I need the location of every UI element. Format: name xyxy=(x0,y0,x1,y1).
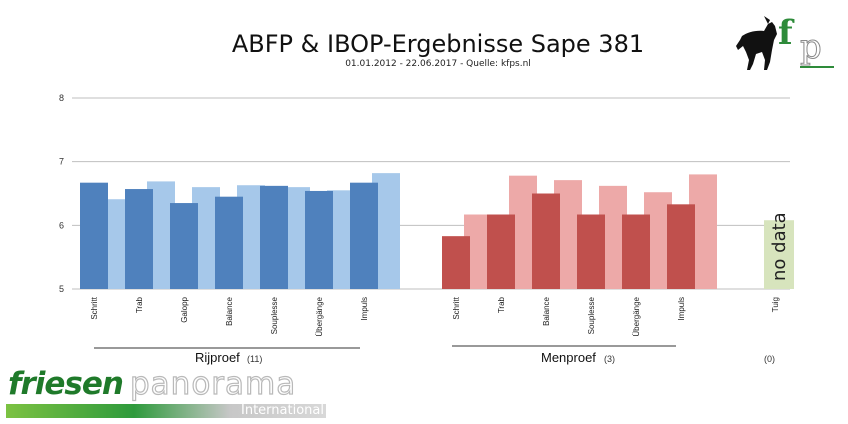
logo-word-friesen: friesen xyxy=(8,366,124,402)
svg-text:f: f xyxy=(778,13,795,53)
category-label: Übergänge xyxy=(632,296,641,336)
friesenpanorama-logo: friesen panorama International xyxy=(6,365,336,420)
bar xyxy=(80,182,108,289)
category-label: Trab xyxy=(135,296,144,313)
chart-subtitle: 01.01.2012 - 22.06.2017 - Quelle: kfps.n… xyxy=(345,59,531,69)
svg-text:p: p xyxy=(800,27,822,67)
category-label: Schritt xyxy=(452,296,461,319)
y-tick-label: 7 xyxy=(59,157,64,167)
bar xyxy=(442,236,470,289)
y-tick-label: 6 xyxy=(59,220,64,230)
category-label: Impuls xyxy=(360,297,369,321)
logo-word-international: International xyxy=(241,403,324,418)
category-label: Übergänge xyxy=(315,296,324,336)
category-label: Balance xyxy=(225,296,234,325)
bar xyxy=(667,204,695,289)
logo-word-panorama: panorama xyxy=(129,365,297,402)
bar xyxy=(577,214,605,289)
category-label: Souplesse xyxy=(587,296,596,334)
bar xyxy=(487,214,515,289)
category-label: Trab xyxy=(497,296,506,313)
logo-bar xyxy=(6,404,326,418)
group-label-rijproef: Rijproef xyxy=(195,350,240,365)
category-label: Tuig xyxy=(771,297,780,312)
bar xyxy=(260,185,288,289)
group-count-menproef: (3) xyxy=(604,354,615,364)
bar xyxy=(125,189,153,289)
group-count-rijproef: (11) xyxy=(247,354,262,364)
bar xyxy=(305,190,333,289)
kfps-horse-logo: f p xyxy=(736,13,834,70)
group-label-menproef: Menproef xyxy=(541,350,596,365)
y-tick-label: 8 xyxy=(59,93,64,103)
horse-icon xyxy=(736,16,777,70)
category-label: Balance xyxy=(542,296,551,325)
category-label: Galopp xyxy=(180,296,189,322)
bar xyxy=(622,214,650,289)
bar xyxy=(215,196,243,289)
no-data-label: no data xyxy=(769,212,790,281)
y-tick-label: 5 xyxy=(59,284,64,294)
bar xyxy=(170,203,198,289)
category-label: Impuls xyxy=(677,297,686,321)
chart-title: ABFP & IBOP-Ergebnisse Sape 381 xyxy=(231,30,645,58)
bar xyxy=(532,193,560,289)
bar xyxy=(350,182,378,289)
category-label: Schritt xyxy=(90,296,99,319)
category-label: Souplesse xyxy=(270,296,279,334)
group-count-tuig: (0) xyxy=(764,354,775,364)
no-data-box xyxy=(764,220,794,289)
